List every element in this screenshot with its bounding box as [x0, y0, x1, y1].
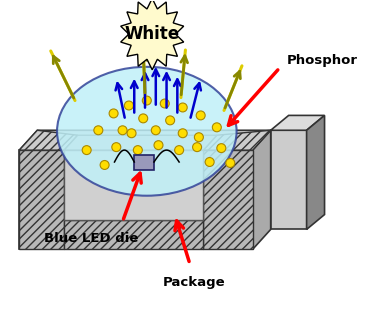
Ellipse shape: [100, 161, 109, 169]
Ellipse shape: [196, 111, 205, 120]
Ellipse shape: [178, 103, 187, 112]
Polygon shape: [19, 150, 64, 249]
Ellipse shape: [160, 99, 169, 108]
Polygon shape: [19, 130, 271, 150]
Ellipse shape: [133, 146, 142, 155]
Ellipse shape: [112, 143, 121, 151]
Ellipse shape: [82, 146, 91, 155]
Ellipse shape: [142, 96, 151, 105]
Text: Blue LED die: Blue LED die: [44, 232, 138, 245]
Ellipse shape: [118, 126, 127, 135]
Polygon shape: [271, 115, 324, 130]
Ellipse shape: [226, 159, 235, 167]
Ellipse shape: [205, 158, 214, 166]
Polygon shape: [307, 115, 324, 229]
Ellipse shape: [193, 143, 201, 151]
Ellipse shape: [94, 126, 103, 135]
Polygon shape: [64, 135, 217, 150]
Ellipse shape: [109, 109, 118, 118]
Ellipse shape: [127, 129, 136, 138]
Polygon shape: [19, 150, 253, 249]
Ellipse shape: [151, 126, 160, 135]
Text: Phosphor: Phosphor: [287, 54, 358, 67]
Ellipse shape: [166, 116, 174, 125]
Polygon shape: [203, 130, 271, 150]
Ellipse shape: [195, 133, 203, 142]
Polygon shape: [64, 150, 203, 219]
Ellipse shape: [124, 101, 133, 110]
Ellipse shape: [212, 123, 221, 132]
Text: White: White: [124, 25, 180, 43]
Ellipse shape: [154, 141, 163, 150]
Polygon shape: [19, 130, 78, 150]
Polygon shape: [253, 130, 271, 249]
Bar: [134, 155, 154, 170]
Ellipse shape: [57, 67, 237, 196]
Text: Package: Package: [163, 276, 226, 289]
Ellipse shape: [217, 144, 226, 152]
Polygon shape: [271, 130, 307, 229]
Ellipse shape: [178, 129, 187, 138]
Polygon shape: [203, 150, 253, 249]
Ellipse shape: [174, 146, 184, 155]
Polygon shape: [64, 219, 203, 249]
Ellipse shape: [139, 114, 148, 123]
Polygon shape: [121, 0, 184, 70]
